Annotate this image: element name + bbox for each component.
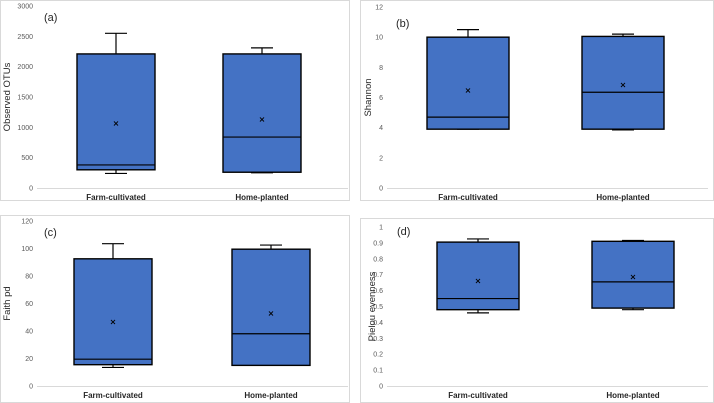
box-group-1: × — [426, 29, 510, 130]
y-tick-label: 1000 — [17, 125, 33, 132]
box — [591, 240, 675, 309]
y-tick-label: 100 — [21, 246, 33, 253]
box-group-1: × — [73, 243, 153, 369]
panel-2: 0 2 4 6 8 10 12 Shannon (b) × Farm-cultivated × Home… — [360, 0, 714, 202]
panel-label: (a) — [44, 12, 57, 24]
category-label: Home-planted — [596, 193, 649, 202]
y-axis-title: Shannon — [363, 78, 374, 116]
y-tick-label: 10 — [375, 35, 383, 42]
y-tick-label: 3000 — [17, 4, 33, 11]
category-label: Farm-cultivated — [83, 391, 143, 400]
y-tick-label: 120 — [21, 219, 33, 226]
y-tick-label: 1500 — [17, 95, 33, 102]
mean-marker: × — [475, 276, 482, 285]
category-label: Farm-cultivated — [438, 193, 498, 202]
y-tick-label: 0.9 — [373, 240, 383, 247]
y-tick-label: 12 — [375, 5, 383, 12]
panel-label: (d) — [397, 226, 410, 238]
y-tick-label: 2 — [379, 155, 383, 162]
panel-4: 0 0.1 0.2 0.3 0.4 0.5 0.6 0.7 0.8 0.9 1 Pielou even… — [360, 218, 714, 403]
y-tick-label: 0 — [29, 384, 33, 391]
box — [231, 248, 311, 367]
y-tick-label: 6 — [379, 95, 383, 102]
y-tick-label: 60 — [25, 301, 33, 308]
box — [426, 36, 510, 130]
y-tick-label: 0.2 — [373, 352, 383, 359]
box — [73, 258, 153, 366]
box — [76, 53, 156, 171]
category-label: Farm-cultivated — [448, 391, 508, 400]
y-tick-label: 0.7 — [373, 272, 383, 279]
box-group-2: × — [581, 33, 665, 131]
category-label: Home-planted — [606, 391, 659, 400]
box — [222, 53, 302, 173]
panel-label: (c) — [44, 227, 57, 239]
y-tick-label: 0.3 — [373, 336, 383, 343]
y-tick-label: 0.1 — [373, 368, 383, 375]
y-axis-title: Pielou evenness — [367, 271, 378, 341]
panel-1: 0 500 1000 1500 2000 2500 3000 Observed OTUs (a)… — [0, 0, 350, 202]
y-tick-label: 20 — [25, 356, 33, 363]
y-tick-label: 0.8 — [373, 256, 383, 263]
y-tick-label: 0 — [29, 186, 33, 193]
mean-marker: × — [113, 119, 120, 128]
category-label: Home-planted — [235, 193, 288, 202]
y-tick-label: 8 — [379, 65, 383, 72]
y-tick-label: 0.6 — [373, 288, 383, 295]
box-group-2: × — [231, 244, 311, 367]
y-tick-label: 0 — [379, 384, 383, 391]
mean-marker: × — [630, 272, 637, 281]
y-tick-label: 0 — [379, 186, 383, 193]
y-tick-label: 1 — [379, 225, 383, 232]
y-tick-label: 40 — [25, 329, 33, 336]
y-tick-label: 500 — [21, 155, 33, 162]
mean-marker: × — [620, 81, 627, 90]
mean-marker: × — [259, 115, 266, 124]
y-tick-label: 80 — [25, 274, 33, 281]
panel-3: 0 20 40 60 80 100 120 Faith pd (c) × Farm-cultivat… — [0, 215, 350, 403]
category-label: Home-planted — [244, 391, 297, 400]
mean-marker: × — [465, 86, 472, 95]
y-tick-label: 0.4 — [373, 320, 383, 327]
mean-marker: × — [268, 309, 275, 318]
y-axis-title: Observed OTUs — [2, 62, 13, 131]
box-group-1: × — [76, 32, 156, 175]
box-group-2: × — [222, 47, 302, 174]
mean-marker: × — [110, 317, 117, 326]
y-tick-label: 2000 — [17, 64, 33, 71]
y-tick-label: 0.5 — [373, 304, 383, 311]
y-tick-label: 2500 — [17, 34, 33, 41]
y-axis-title: Faith pd — [2, 286, 13, 320]
box-group-1: × — [436, 238, 520, 314]
box — [581, 35, 665, 130]
y-tick-label: 4 — [379, 125, 383, 132]
category-label: Farm-cultivated — [86, 193, 146, 202]
panel-label: (b) — [396, 18, 409, 30]
box-group-2: × — [591, 239, 675, 311]
